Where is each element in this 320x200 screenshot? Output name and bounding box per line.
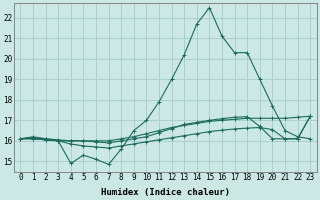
X-axis label: Humidex (Indice chaleur): Humidex (Indice chaleur)	[101, 188, 230, 197]
